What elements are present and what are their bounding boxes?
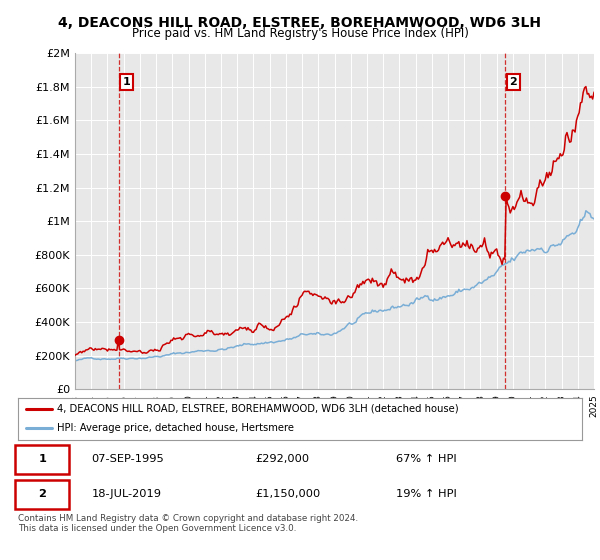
Text: 19% ↑ HPI: 19% ↑ HPI <box>396 489 457 499</box>
Text: £292,000: £292,000 <box>255 454 309 464</box>
Text: 67% ↑ HPI: 67% ↑ HPI <box>396 454 457 464</box>
FancyBboxPatch shape <box>15 479 69 509</box>
FancyBboxPatch shape <box>15 445 69 474</box>
Text: 18-JUL-2019: 18-JUL-2019 <box>91 489 161 499</box>
Text: Contains HM Land Registry data © Crown copyright and database right 2024.
This d: Contains HM Land Registry data © Crown c… <box>18 514 358 534</box>
Text: 4, DEACONS HILL ROAD, ELSTREE, BOREHAMWOOD, WD6 3LH: 4, DEACONS HILL ROAD, ELSTREE, BOREHAMWO… <box>59 16 542 30</box>
Text: £1,150,000: £1,150,000 <box>255 489 320 499</box>
Text: 2: 2 <box>38 489 46 499</box>
Text: 1: 1 <box>38 454 46 464</box>
Text: HPI: Average price, detached house, Hertsmere: HPI: Average price, detached house, Hert… <box>58 423 295 433</box>
Text: 2: 2 <box>509 77 517 87</box>
Text: Price paid vs. HM Land Registry's House Price Index (HPI): Price paid vs. HM Land Registry's House … <box>131 27 469 40</box>
Text: 07-SEP-1995: 07-SEP-1995 <box>91 454 164 464</box>
Text: 4, DEACONS HILL ROAD, ELSTREE, BOREHAMWOOD, WD6 3LH (detached house): 4, DEACONS HILL ROAD, ELSTREE, BOREHAMWO… <box>58 404 459 414</box>
Text: 1: 1 <box>122 77 130 87</box>
